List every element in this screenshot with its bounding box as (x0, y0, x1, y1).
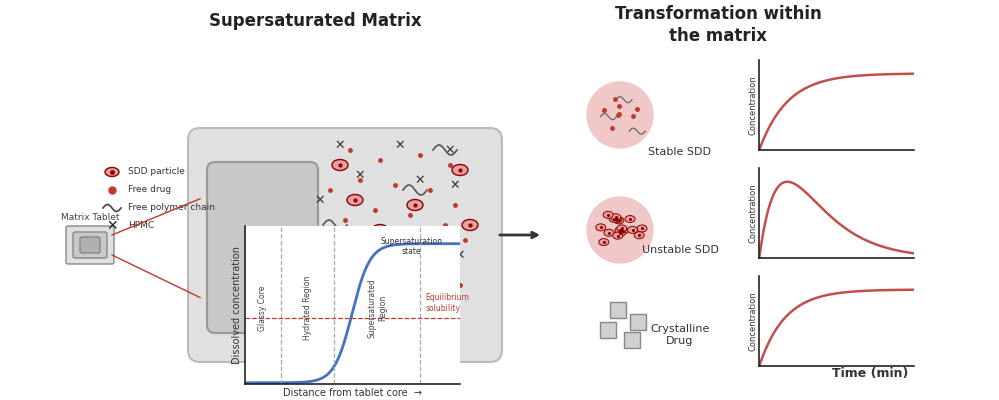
Ellipse shape (609, 215, 619, 222)
Text: Hydrated Region: Hydrated Region (303, 276, 312, 340)
Y-axis label: Dissolved concentration: Dissolved concentration (232, 246, 242, 364)
Text: ✕: ✕ (450, 178, 461, 192)
Text: Crystalline
Drug: Crystalline Drug (650, 324, 709, 346)
Y-axis label: Concentration: Concentration (749, 291, 758, 351)
Ellipse shape (612, 216, 622, 223)
Text: ✕: ✕ (315, 194, 326, 206)
Text: Equilibrium
solubility: Equilibrium solubility (426, 294, 470, 313)
Ellipse shape (603, 211, 613, 218)
Text: Time (min): Time (min) (832, 367, 908, 380)
Ellipse shape (347, 194, 363, 206)
FancyBboxPatch shape (80, 237, 100, 253)
Text: ✕: ✕ (415, 174, 426, 186)
Text: Matrix Tablet: Matrix Tablet (61, 213, 119, 222)
Ellipse shape (615, 227, 625, 234)
Text: ✕: ✕ (325, 228, 336, 242)
Text: Glassy Core: Glassy Core (258, 286, 267, 331)
Circle shape (587, 82, 653, 148)
Text: ✕: ✕ (445, 144, 456, 156)
Ellipse shape (595, 224, 605, 231)
FancyBboxPatch shape (207, 162, 318, 333)
Ellipse shape (462, 220, 478, 230)
Text: Supersaturated Matrix: Supersaturated Matrix (209, 12, 422, 30)
Ellipse shape (616, 225, 626, 232)
Ellipse shape (612, 232, 622, 239)
Text: ✕: ✕ (435, 278, 446, 292)
Ellipse shape (610, 214, 620, 221)
Circle shape (587, 197, 653, 263)
Text: Free polymer chain: Free polymer chain (128, 204, 215, 212)
Text: ✕: ✕ (355, 168, 366, 182)
Ellipse shape (372, 224, 388, 236)
FancyBboxPatch shape (188, 128, 502, 362)
Text: Supersaturation
state: Supersaturation state (381, 237, 443, 256)
Text: Transformation within
the matrix: Transformation within the matrix (614, 5, 821, 45)
Text: HPMC: HPMC (128, 222, 154, 230)
Text: ✕: ✕ (455, 248, 466, 262)
FancyBboxPatch shape (66, 226, 114, 264)
Ellipse shape (627, 226, 637, 233)
Text: ✕: ✕ (106, 219, 118, 233)
Ellipse shape (422, 260, 438, 270)
Text: ✕: ✕ (390, 294, 401, 306)
Text: Free drug: Free drug (128, 186, 171, 194)
Ellipse shape (598, 238, 608, 246)
Text: ✕: ✕ (315, 294, 326, 306)
Ellipse shape (604, 229, 614, 236)
Text: ✕: ✕ (425, 234, 436, 246)
Text: ✕: ✕ (335, 138, 346, 152)
X-axis label: Distance from tablet core  →: Distance from tablet core → (283, 388, 422, 398)
Ellipse shape (634, 232, 644, 239)
Ellipse shape (407, 200, 423, 210)
Y-axis label: Concentration: Concentration (749, 183, 758, 243)
Ellipse shape (615, 229, 625, 236)
Ellipse shape (637, 225, 647, 232)
Ellipse shape (452, 164, 468, 176)
Text: Supersaturated
Region: Supersaturated Region (368, 278, 387, 338)
Text: Unstable SDD: Unstable SDD (641, 245, 718, 255)
Ellipse shape (105, 168, 119, 176)
FancyBboxPatch shape (73, 232, 107, 258)
Text: ✕: ✕ (350, 268, 361, 282)
Text: ✕: ✕ (395, 138, 406, 152)
Ellipse shape (615, 227, 625, 234)
Y-axis label: Concentration: Concentration (749, 75, 758, 135)
Text: SDD particle: SDD particle (128, 168, 185, 176)
Text: Stable SDD: Stable SDD (648, 147, 711, 157)
Ellipse shape (614, 217, 624, 224)
Ellipse shape (625, 216, 635, 222)
Ellipse shape (332, 160, 348, 170)
Ellipse shape (337, 284, 353, 296)
Text: ✕: ✕ (365, 244, 376, 256)
Ellipse shape (618, 227, 628, 234)
